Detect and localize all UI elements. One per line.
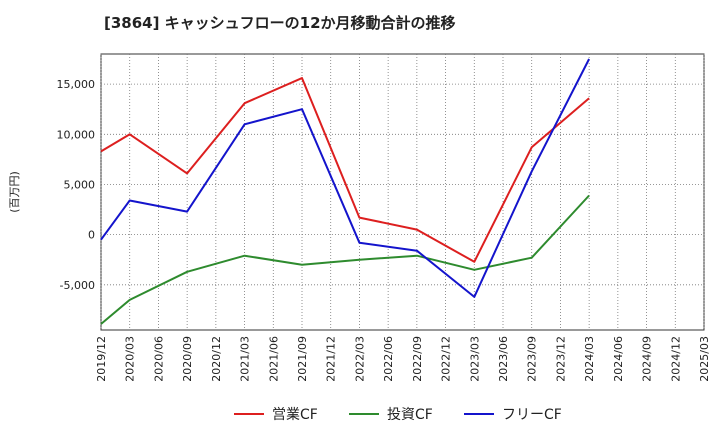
x-tick-label: 2024/06 xyxy=(612,336,625,382)
x-tick-label: 2023/12 xyxy=(554,336,567,382)
x-tick-label: 2022/09 xyxy=(411,336,424,382)
x-tick-label: 2024/12 xyxy=(669,336,682,382)
legend-label-1: 営業CF xyxy=(272,407,318,423)
x-tick-label: 2023/03 xyxy=(468,336,481,382)
legend-label-2: 投資CF xyxy=(387,407,433,423)
legend: 営業CF 投資CF フリーCF xyxy=(234,407,562,423)
series-line-1 xyxy=(100,77,590,263)
series-line-3 xyxy=(100,58,590,298)
y-tick-label: 15,000 xyxy=(57,78,96,91)
x-tick-label: 2021/06 xyxy=(267,336,280,382)
x-tick-label: 2021/03 xyxy=(239,336,252,382)
x-tick-label: 2020/12 xyxy=(210,336,223,382)
x-tick-label: 2023/09 xyxy=(526,336,539,382)
axes: 2019/12 2020/03 2020/06 2020/09 2020/12 2021/… xyxy=(8,78,711,382)
grid xyxy=(100,53,705,331)
x-tick-label: 2024/03 xyxy=(583,336,596,382)
series-line-2 xyxy=(100,194,590,325)
chart-title: [3864] キャッシュフローの12か月移動合計の推移 xyxy=(104,14,456,32)
series-lines xyxy=(100,58,590,325)
x-tick-label: 2022/06 xyxy=(382,336,395,382)
x-tick-label: 2022/12 xyxy=(440,336,453,382)
plot-area xyxy=(100,53,705,331)
x-tick-label: 2020/06 xyxy=(152,336,165,382)
y-tick-label: 5,000 xyxy=(64,178,96,191)
y-tick-label: 10,000 xyxy=(57,128,96,141)
x-tick-label: 2022/03 xyxy=(353,336,366,382)
legend-label-3: フリーCF xyxy=(502,407,562,423)
x-tick-label: 2019/12 xyxy=(95,336,108,382)
x-tick-label: 2021/09 xyxy=(296,336,309,382)
y-tick-label: 0 xyxy=(88,229,95,242)
x-tick-label: 2020/09 xyxy=(181,336,194,382)
x-tick-label: 2024/09 xyxy=(641,336,654,382)
x-tick-label: 2020/03 xyxy=(124,336,137,382)
y-axis-label: (百万円) xyxy=(8,171,21,213)
y-tick-label: -5,000 xyxy=(60,279,95,292)
x-tick-label: 2023/06 xyxy=(497,336,510,382)
x-tick-label: 2021/12 xyxy=(325,336,338,382)
x-tick-label: 2025/03 xyxy=(698,336,711,382)
